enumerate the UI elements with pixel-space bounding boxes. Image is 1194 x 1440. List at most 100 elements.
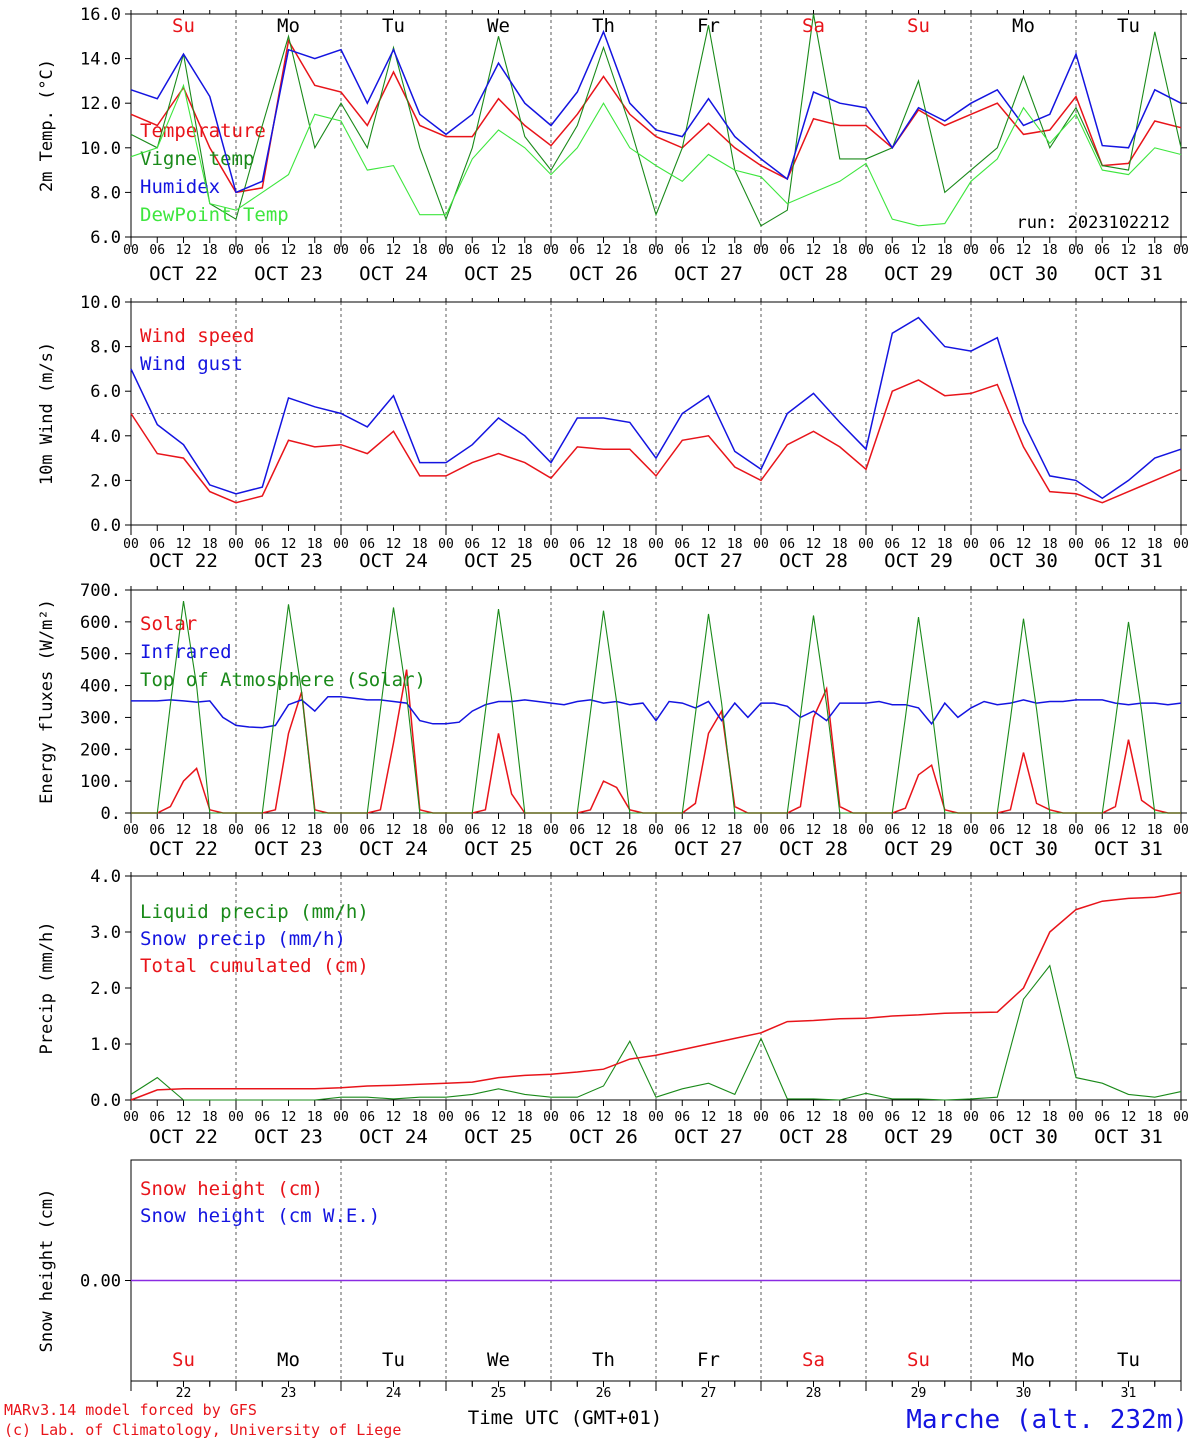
x-tick-label: 06 [989, 1110, 1005, 1125]
x-tick-label: 18 [517, 1110, 533, 1125]
date-label: OCT 26 [569, 263, 638, 285]
x-tick-label: 06 [884, 823, 900, 838]
x-axis-label: Time UTC (GMT+01) [468, 1407, 662, 1429]
x-tick-label: 18 [622, 823, 638, 838]
weekday-label: Su [907, 1349, 930, 1371]
x-tick-label: 06 [254, 243, 270, 258]
panel-precip: 0.0 1.0 2.0 3.0 4.0 Precip (mm/h) Liquid preci… [37, 867, 1189, 1148]
x-tick-label: 12 [281, 537, 297, 552]
x-tick-label: 00 [963, 243, 979, 258]
y-tick-label: 700. [80, 581, 121, 601]
x-tick-label: 12 [281, 243, 297, 258]
weekday-label: Sa [802, 15, 825, 37]
date-label: OCT 22 [149, 263, 218, 285]
x-tick-label: 06 [359, 1110, 375, 1125]
series-top-of-atmosphere-solar- [131, 601, 1181, 814]
y-tick-label: 100. [80, 772, 121, 792]
x-tick-label: 18 [727, 823, 743, 838]
run-annotation: run: 2023102212 [1016, 213, 1170, 233]
date-label: OCT 28 [779, 263, 848, 285]
y-tick-label: 1.0 [90, 1035, 121, 1055]
x-tick-label: 12 [701, 823, 717, 838]
legend-entry: Humidex [140, 176, 220, 198]
weekday-label: Su [172, 15, 195, 37]
x-tick-label: 18 [832, 243, 848, 258]
x-tick-label: 12 [1121, 243, 1137, 258]
x-tick-label: 18 [307, 1110, 323, 1125]
date-label: OCT 23 [254, 550, 323, 572]
series-wind-speed [130, 379, 1182, 504]
date-label: OCT 31 [1094, 263, 1163, 285]
weekday-label: Su [907, 15, 930, 37]
station-label: Marche (alt. 232m) [906, 1405, 1188, 1435]
x-tick-label: 18 [937, 823, 953, 838]
x-tick-label: 12 [176, 1110, 192, 1125]
x-tick-label: 12 [1121, 1110, 1137, 1125]
legend-entry: Total cumulated (cm) [140, 955, 369, 977]
x-tick-label: 12 [1016, 823, 1032, 838]
x-tick-label: 18 [1147, 537, 1163, 552]
x-tick-label: 18 [1042, 537, 1058, 552]
date-label: OCT 23 [254, 1126, 323, 1148]
x-tick-label: 12 [386, 1110, 402, 1125]
date-label: OCT 31 [1094, 550, 1163, 572]
weekday-label: Tu [382, 15, 405, 37]
series-total-cumulated-cm- [130, 892, 1182, 1101]
x-tick-label: 12 [491, 1110, 507, 1125]
x-tick-label: 18 [727, 243, 743, 258]
x-tick-label: 00 [858, 823, 874, 838]
date-label: OCT 25 [464, 263, 533, 285]
y-tick-label: 0.0 [90, 1091, 121, 1111]
y-tick-label: 400. [80, 677, 121, 697]
weekday-label: Tu [1117, 1349, 1140, 1371]
date-label: OCT 23 [254, 838, 323, 860]
x-tick-label: 00 [438, 243, 454, 258]
weekday-label: We [487, 1349, 510, 1371]
legend-entry: DewPoint Temp [140, 204, 289, 226]
day-number: 28 [806, 1386, 822, 1401]
x-tick-label: 06 [359, 823, 375, 838]
x-tick-label: 12 [596, 1110, 612, 1125]
legend-entry: Top of Atmosphere (Solar) [140, 669, 426, 691]
date-label: OCT 31 [1094, 1126, 1163, 1148]
x-tick-label: 00 [963, 1110, 979, 1125]
x-tick-label: 18 [517, 537, 533, 552]
x-tick-label: 00 [438, 1110, 454, 1125]
date-label: OCT 30 [989, 838, 1058, 860]
x-tick-label: 18 [1147, 823, 1163, 838]
x-tick-label: 00 [228, 1110, 244, 1125]
x-tick-label: 00 [543, 1110, 559, 1125]
x-tick-label: 00 [648, 243, 664, 258]
footer-model: MARv3.14 model forced by GFS [4, 1401, 257, 1419]
x-tick-label: 18 [622, 243, 638, 258]
weekday-label: Su [172, 1349, 195, 1371]
x-tick-label: 06 [989, 243, 1005, 258]
x-tick-label: 06 [359, 243, 375, 258]
date-label: OCT 30 [989, 263, 1058, 285]
x-tick-label: 06 [359, 537, 375, 552]
x-tick-label: 18 [412, 537, 428, 552]
x-tick-label: 12 [491, 537, 507, 552]
x-tick-label: 18 [1042, 1110, 1058, 1125]
y-tick-label: 0.0 [90, 516, 121, 536]
x-tick-label: 18 [622, 537, 638, 552]
x-tick-label: 12 [176, 537, 192, 552]
x-tick-label: 18 [412, 243, 428, 258]
x-tick-label: 06 [569, 243, 585, 258]
x-tick-label: 00 [753, 1110, 769, 1125]
x-tick-label: 00 [1068, 823, 1084, 838]
x-tick-label: 12 [281, 823, 297, 838]
x-tick-label: 18 [202, 1110, 218, 1125]
x-tick-label: 12 [1121, 537, 1137, 552]
x-tick-label: 00 [543, 823, 559, 838]
x-tick-label: 12 [386, 823, 402, 838]
weekday-label: Tu [1117, 15, 1140, 37]
x-tick-label: 06 [779, 537, 795, 552]
x-tick-label: 12 [281, 1110, 297, 1125]
x-tick-label: 18 [202, 823, 218, 838]
x-tick-label: 06 [464, 1110, 480, 1125]
x-tick-label: 18 [727, 537, 743, 552]
y-tick-label: 10.0 [80, 293, 121, 313]
x-tick-label: 12 [806, 537, 822, 552]
